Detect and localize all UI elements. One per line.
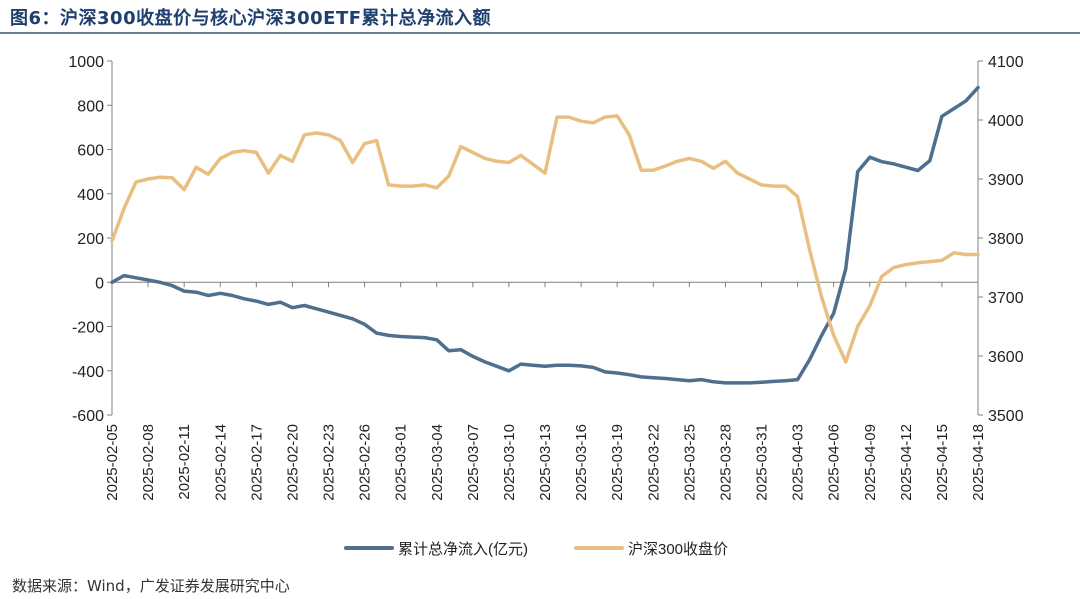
x-tick-label: 2025-03-19 [609,424,626,501]
x-tick-label: 2025-04-12 [898,424,915,501]
right-tick-label: 3800 [988,231,1024,248]
x-tick-label: 2025-02-08 [140,424,157,501]
left-tick-label: 1000 [68,54,104,71]
legend: 累计总净流入(亿元) 沪深300收盘价 [344,540,728,558]
legend-label-flow: 累计总净流入(亿元) [398,541,528,558]
left-tick-label: -400 [72,364,104,381]
left-tick-label: 800 [77,98,104,115]
right-tick-label: 4100 [988,54,1024,71]
left-tick-label: 400 [77,187,104,204]
right-tick-label: 3600 [988,349,1024,366]
x-tick-label: 2025-03-04 [429,424,446,501]
x-tick-label: 2025-02-11 [176,424,193,500]
x-tick-label: 2025-04-09 [862,424,879,501]
left-tick-label: -600 [72,408,104,425]
right-tick-label: 3900 [988,172,1024,189]
right-tick-label: 3500 [988,408,1024,425]
x-tick-label: 2025-03-22 [645,424,662,501]
x-tick-label: 2025-04-06 [826,424,843,501]
x-tick-label: 2025-02-14 [212,424,229,501]
x-tick-label: 2025-02-26 [357,424,374,501]
series-lines [110,85,980,385]
left-tick-label: 200 [77,231,104,248]
x-tick-label: 2025-04-15 [934,424,951,501]
right-tick-label: 4000 [988,113,1024,130]
left-tick-label: 0 [95,275,104,292]
x-tick-label: 2025-03-25 [681,424,698,501]
chart-title: 图6：沪深300收盘价与核心沪深300ETF累计总净流入额 [10,8,492,29]
right-tick-label: 3700 [988,290,1024,307]
x-tick-label: 2025-04-03 [790,424,807,501]
line-chart: -600 -400 -200 0 200 400 600 800 1000 3500 3600 370… [68,54,1023,558]
x-tick-label: 2025-02-17 [248,424,265,501]
x-tick-label: 2025-03-07 [465,424,482,501]
x-tick-label: 2025-03-10 [501,424,518,501]
axes-group: -600 -400 -200 0 200 400 600 800 1000 3500 3600 370… [68,54,1023,501]
x-tick-label: 2025-03-16 [573,424,590,501]
series-line-flow [110,85,980,385]
x-tick-label: 2025-03-31 [754,424,771,501]
series-line-index [110,114,980,364]
x-tick-label: 2025-03-01 [393,424,410,501]
x-tick-label: 2025-02-23 [321,424,338,501]
legend-label-index: 沪深300收盘价 [628,540,728,558]
x-tick-label: 2025-03-28 [717,424,734,501]
x-tick-label: 2025-02-20 [284,424,301,501]
data-source-note: 数据来源：Wind，广发证券发展研究中心 [12,577,290,595]
x-tick-label: 2025-04-18 [970,424,987,501]
left-tick-label: -200 [72,320,104,337]
left-tick-label: 600 [77,143,104,160]
title-divider [0,32,1080,34]
x-tick-label: 2025-02-05 [104,424,121,501]
x-tick-label: 2025-03-13 [537,424,554,501]
